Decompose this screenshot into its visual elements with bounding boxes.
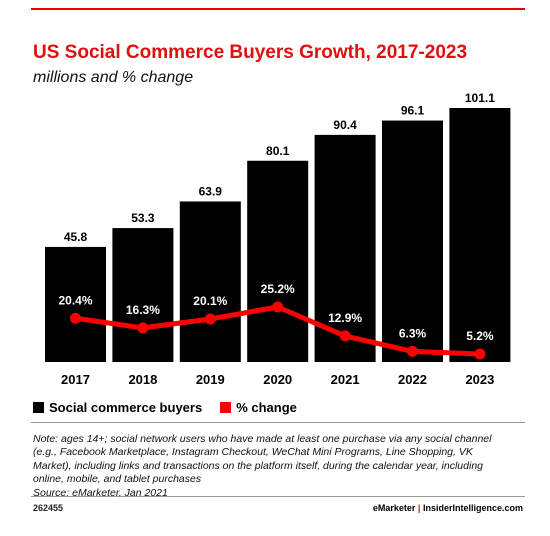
brand-emarketer: eMarketer [372, 503, 416, 513]
x-tick-label-2021: 2021 [331, 372, 360, 387]
bar-value-label-2019: 63.9 [199, 184, 223, 198]
chart-plot: 45.8 2017 53.3 2018 63.9 2019 80.1 2020 90.4 2021… [45, 91, 511, 387]
change-point-2023 [474, 348, 486, 360]
bar-2019 [179, 201, 241, 362]
change-point-2020 [272, 301, 284, 313]
change-label-2022: 6.3% [399, 326, 427, 340]
change-point-2019 [204, 313, 216, 325]
legend-divider [31, 422, 525, 423]
chart-subtitle: millions and % change [33, 69, 194, 86]
bar-value-label-2020: 80.1 [266, 144, 290, 158]
footer-brand: eMarketer | InsiderIntelligence.com [373, 503, 523, 513]
bar-2017 [45, 246, 106, 362]
change-label-2020: 25.2% [261, 282, 295, 296]
x-tick-label-2023: 2023 [465, 372, 494, 387]
legend-swatch-buyers [33, 402, 44, 413]
legend-item-change: % change [220, 400, 297, 415]
chart-legend: Social commerce buyers % change [33, 400, 315, 415]
x-tick-label-2017: 2017 [61, 372, 90, 387]
bar-2023 [449, 108, 511, 362]
change-label-2018: 16.3% [126, 303, 160, 317]
change-label-2021: 12.9% [328, 311, 362, 325]
legend-label-change: % change [236, 400, 297, 415]
top-accent-rule [31, 8, 525, 10]
bar-value-label-2022: 96.1 [401, 104, 425, 118]
change-point-2018 [137, 322, 149, 334]
brand-separator: | [417, 503, 421, 513]
x-tick-label-2019: 2019 [196, 372, 225, 387]
bar-2018 [112, 228, 174, 362]
note-text: Note: ages 14+; social network users who… [33, 433, 492, 486]
legend-swatch-change [220, 402, 232, 413]
x-tick-label-2022: 2022 [398, 372, 427, 387]
chart-card: US Social Commerce Buyers Growth, 2017-2… [31, 8, 525, 519]
bar-value-label-2018: 53.3 [131, 211, 155, 225]
x-tick-label-2018: 2018 [128, 372, 157, 387]
chart-title: US Social Commerce Buyers Growth, 2017-2… [33, 42, 468, 63]
x-tick-label-2020: 2020 [263, 372, 292, 387]
footer-divider [31, 496, 525, 497]
change-label-2023: 5.2% [466, 329, 494, 343]
bar-value-label-2023: 101.1 [465, 91, 495, 105]
chart-id: 262455 [33, 503, 64, 513]
change-point-2017 [70, 312, 81, 324]
source-text: Source: eMarketer, Jan 2021 [33, 486, 168, 499]
bar-2020 [247, 160, 309, 362]
change-label-2019: 20.1% [193, 294, 227, 308]
bar-value-label-2017: 45.8 [64, 230, 88, 244]
bar-value-label-2021: 90.4 [333, 118, 357, 132]
change-point-2022 [407, 345, 418, 357]
change-label-2017: 20.4% [58, 293, 92, 307]
chart-note: Note: ages 14+; social network users who… [33, 433, 513, 500]
legend-item-buyers: Social commerce buyers [33, 400, 202, 415]
brand-insider: InsiderIntelligence.com [422, 503, 523, 513]
legend-label-buyers: Social commerce buyers [49, 400, 203, 415]
bar-2021 [314, 134, 376, 362]
bar-2022 [382, 120, 443, 362]
change-point-2021 [339, 330, 351, 342]
